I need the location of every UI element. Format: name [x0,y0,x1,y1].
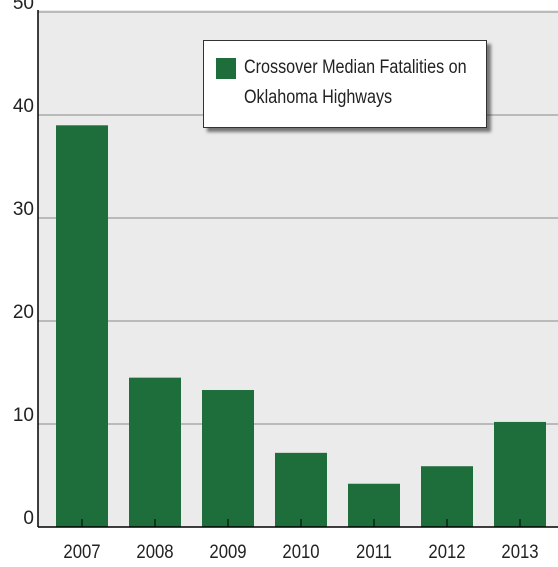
x-tick-label: 2010 [282,541,319,562]
x-tick-label: 2011 [356,541,392,562]
y-tick-label: 0 [23,508,34,529]
y-tick-label: 30 [13,199,34,220]
x-tick-label: 2013 [501,541,538,562]
legend-label: Crossover Median Fatalities on Oklahoma … [244,57,467,108]
legend: Crossover Median Fatalities on Oklahoma … [203,40,487,128]
bar [494,421,546,527]
y-tick-label: 20 [13,302,34,323]
x-tick-label: 2007 [63,541,100,562]
x-tick-label: 2012 [428,541,465,562]
y-tick-label: 10 [13,405,34,426]
bar [129,377,181,527]
bar [421,466,473,527]
x-tick-label: 2009 [209,541,246,562]
x-tick-label: 2008 [136,541,173,562]
legend-swatch [216,58,236,79]
bar [202,390,254,527]
y-tick-label: 40 [13,96,34,117]
bar [275,452,327,527]
y-tick-label: 50 [13,0,34,14]
bar [56,125,108,528]
